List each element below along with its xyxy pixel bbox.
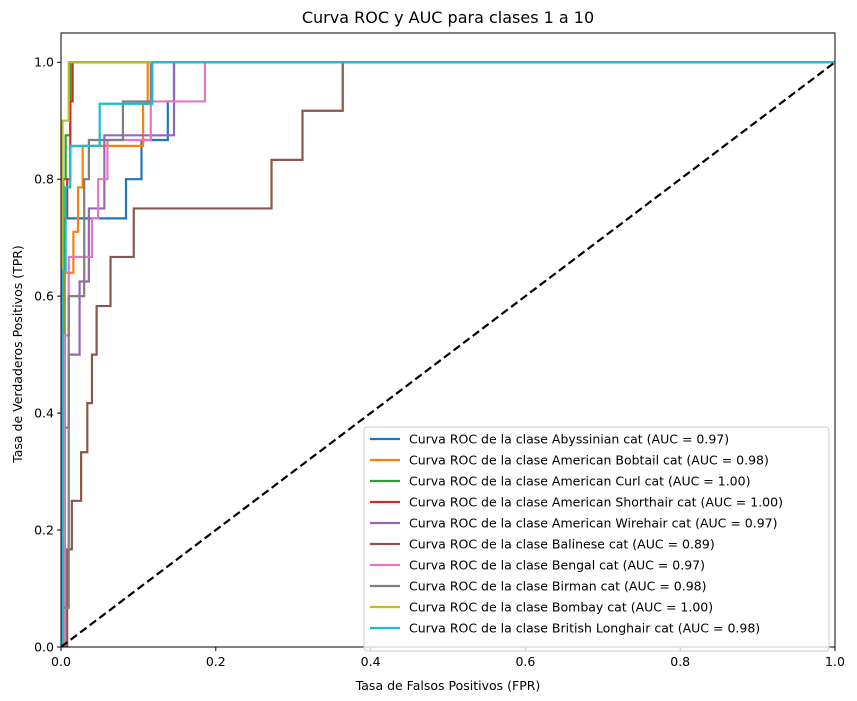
x-tick-label: 0.4	[361, 654, 381, 669]
roc-curve-5	[61, 61, 835, 647]
legend-entry: Curva ROC de la clase Bengal cat (AUC = …	[409, 558, 705, 573]
legend-entry: Curva ROC de la clase British Longhair c…	[409, 621, 760, 636]
y-tick-label: 0.0	[34, 640, 54, 655]
y-tick-label: 0.6	[34, 289, 54, 304]
roc-curve-8	[61, 61, 835, 647]
y-axis-label: Tasa de Verdaderos Positivos (TPR)	[10, 245, 25, 464]
x-tick-label: 0.8	[670, 654, 690, 669]
legend-entry: Curva ROC de la clase Birman cat (AUC = …	[409, 579, 706, 594]
legend-entry: Curva ROC de la clase American Shorthair…	[409, 495, 783, 510]
legend-entry: Curva ROC de la clase American Bobtail c…	[409, 453, 769, 468]
y-tick-label: 0.4	[34, 406, 54, 421]
legend-entry: Curva ROC de la clase Bombay cat (AUC = …	[409, 600, 713, 615]
legend-entry: Curva ROC de la clase Abyssinian cat (AU…	[409, 432, 729, 447]
x-tick-label: 1.0	[825, 654, 845, 669]
roc-curve-10	[61, 61, 835, 647]
x-tick-label: 0.6	[515, 654, 535, 669]
roc-curve-6	[61, 61, 835, 647]
legend-box	[363, 426, 830, 652]
y-tick-label: 0.8	[34, 172, 54, 187]
y-tick-label: 1.0	[34, 55, 54, 70]
plot-area: 0.0 0.2 0.4 0.6 0.8 1.0 0.0 0.2 0.4 0.6 0.8 1.0	[34, 32, 845, 669]
roc-curve-7	[61, 61, 835, 647]
legend: Curva ROC de la clase Abyssinian cat (AU…	[363, 426, 830, 652]
x-tick-label: 0.0	[51, 654, 71, 669]
x-tick-label: 0.2	[206, 654, 226, 669]
chart-title: Curva ROC y AUC para clases 1 a 10	[302, 8, 594, 27]
legend-entry: Curva ROC de la clase Balinese cat (AUC …	[409, 537, 715, 552]
x-axis-label: Tasa de Falsos Positivos (FPR)	[355, 678, 541, 693]
chance-diagonal	[61, 61, 835, 647]
legend-entry: Curva ROC de la clase American Curl cat …	[409, 474, 750, 489]
legend-entry: Curva ROC de la clase American Wirehair …	[409, 516, 778, 531]
y-tick-label: 0.2	[34, 523, 54, 538]
